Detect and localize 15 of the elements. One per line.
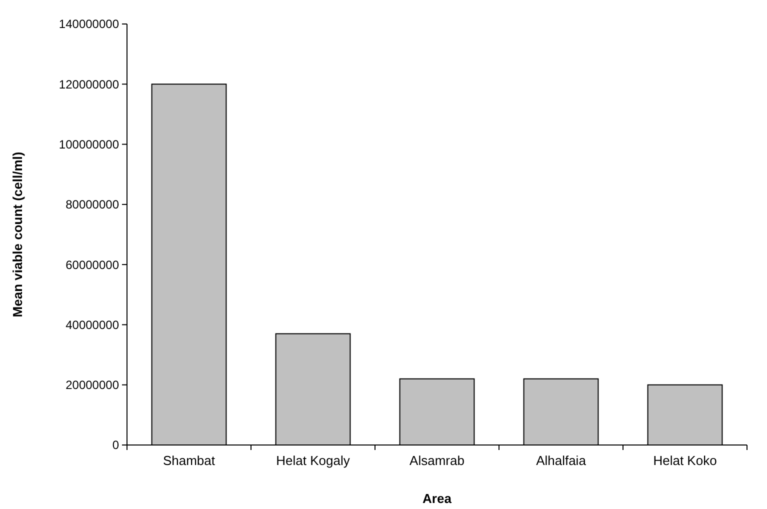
- y-tick-label: 100000000: [58, 137, 120, 152]
- y-tick-label: 140000000: [58, 17, 120, 32]
- y-tick-label: 80000000: [66, 198, 120, 212]
- y-tick-label: 20000000: [66, 378, 120, 392]
- x-tick-label: Shambat: [162, 453, 216, 468]
- y-tick-label: 60000000: [66, 258, 120, 272]
- y-tick-label: 40000000: [66, 318, 120, 332]
- x-tick-label: Alsamrab: [410, 453, 464, 468]
- x-tick-label: Helat Kogaly: [276, 453, 350, 468]
- x-tick-label: Helat Koko: [653, 453, 717, 468]
- x-tick-label: Alhalfaia: [536, 453, 587, 468]
- y-tick-label: 120000000: [58, 77, 120, 92]
- x-axis-title: Area: [422, 491, 452, 506]
- y-tick-label: 0: [112, 438, 120, 452]
- y-axis-title: Mean viable count (cell/ml): [10, 152, 25, 318]
